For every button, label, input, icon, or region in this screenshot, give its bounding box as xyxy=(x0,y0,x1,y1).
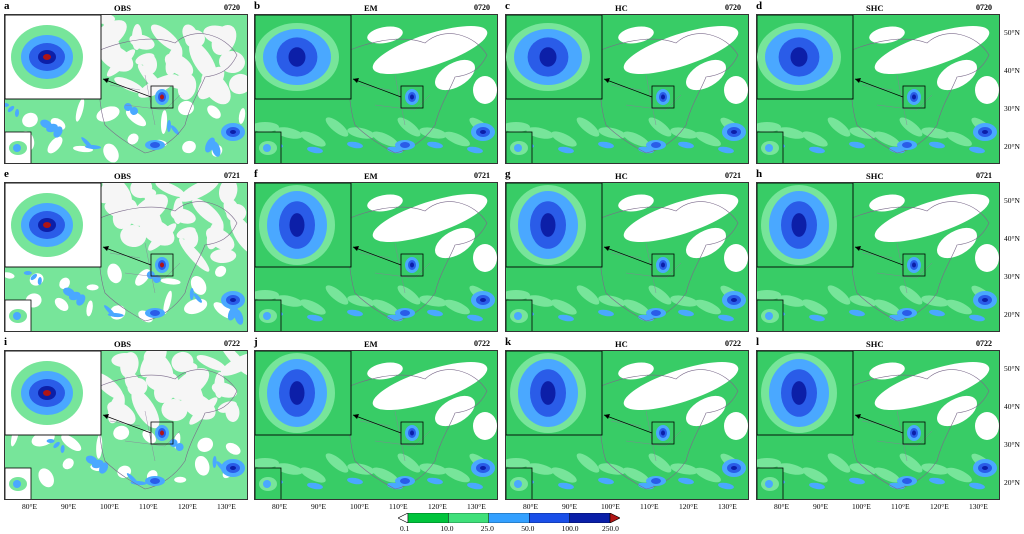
precip-map xyxy=(505,350,749,500)
precip-map xyxy=(756,182,1000,332)
panel-date: 0720 xyxy=(224,3,240,12)
lon-label: 100°E xyxy=(601,502,620,511)
lat-label: 50°N xyxy=(1004,196,1020,205)
panel-title: OBS xyxy=(114,339,132,349)
lon-label: 90°E xyxy=(311,502,327,511)
panel-title: SHC xyxy=(866,171,884,181)
colorbar-label: 100.0 xyxy=(561,524,579,533)
panel-letter: l xyxy=(756,336,760,348)
lon-label: 90°E xyxy=(562,502,578,511)
lon-label: 110°E xyxy=(891,502,910,511)
colorbar-label: 50.0 xyxy=(521,524,535,533)
lon-label: 80°E xyxy=(774,502,790,511)
precip-map xyxy=(4,14,248,164)
panel-letter: e xyxy=(4,168,9,180)
panel-date: 0720 xyxy=(976,3,992,12)
lon-label: 80°E xyxy=(523,502,539,511)
lon-label: 120°E xyxy=(428,502,447,511)
lat-label: 50°N xyxy=(1004,364,1020,373)
lat-label: 20°N xyxy=(1004,478,1020,487)
lat-label: 30°N xyxy=(1004,272,1020,281)
colorbar-min-arrow xyxy=(398,513,409,523)
colorbar xyxy=(398,513,620,523)
panel-date: 0721 xyxy=(976,171,992,180)
lon-label: 120°E xyxy=(930,502,949,511)
colorbar-label: 25.0 xyxy=(480,524,494,533)
precip-map xyxy=(756,14,1000,164)
panel-title: HC xyxy=(615,3,628,13)
lat-label: 40°N xyxy=(1004,402,1020,411)
panel-title: OBS xyxy=(114,3,132,13)
panel-letter: d xyxy=(756,0,763,12)
panel-title: EM xyxy=(364,339,378,349)
panel-letter: h xyxy=(756,168,763,180)
lon-label: 110°E xyxy=(640,502,659,511)
lon-label: 90°E xyxy=(61,502,77,511)
colorbar-max-arrow xyxy=(609,513,620,523)
panel-date: 0722 xyxy=(474,339,490,348)
panel-letter: b xyxy=(254,0,261,12)
panel-letter: c xyxy=(505,0,510,12)
lon-label: 90°E xyxy=(813,502,829,511)
precip-map xyxy=(254,14,498,164)
panel-title: HC xyxy=(615,339,628,349)
panel-letter: k xyxy=(505,336,512,348)
panel-date: 0722 xyxy=(976,339,992,348)
colorbar-segment xyxy=(407,513,449,523)
panel-title: OBS xyxy=(114,171,132,181)
panel-title: EM xyxy=(364,171,378,181)
lon-label: 100°E xyxy=(852,502,871,511)
lon-label: 80°E xyxy=(22,502,38,511)
panel-date: 0721 xyxy=(725,171,741,180)
lon-label: 130°E xyxy=(217,502,236,511)
panel-letter: j xyxy=(254,336,258,348)
colorbar-segment xyxy=(448,513,490,523)
colorbar-label: 0.1 xyxy=(400,524,410,533)
lon-label: 100°E xyxy=(100,502,119,511)
colorbar-label: 10.0 xyxy=(440,524,454,533)
panel-date: 0722 xyxy=(224,339,240,348)
precip-map xyxy=(254,182,498,332)
panel-letter: g xyxy=(505,168,511,180)
lon-label: 110°E xyxy=(139,502,158,511)
panel-letter: a xyxy=(4,0,10,12)
precip-map xyxy=(4,182,248,332)
lat-label: 20°N xyxy=(1004,310,1020,319)
lon-label: 130°E xyxy=(969,502,988,511)
precip-map xyxy=(254,350,498,500)
lat-label: 30°N xyxy=(1004,104,1020,113)
precip-map xyxy=(4,350,248,500)
panel-title: EM xyxy=(364,3,378,13)
panel-letter: f xyxy=(254,168,258,180)
lon-label: 100°E xyxy=(350,502,369,511)
lon-label: 120°E xyxy=(178,502,197,511)
lon-label: 130°E xyxy=(718,502,737,511)
lat-label: 40°N xyxy=(1004,66,1020,75)
lon-label: 110°E xyxy=(389,502,408,511)
lat-label: 30°N xyxy=(1004,440,1020,449)
panel-title: SHC xyxy=(866,3,884,13)
lat-label: 50°N xyxy=(1004,28,1020,37)
colorbar-label: 250.0 xyxy=(602,524,619,533)
colorbar-segment xyxy=(569,513,611,523)
lon-label: 120°E xyxy=(679,502,698,511)
panel-date: 0722 xyxy=(725,339,741,348)
panel-date: 0720 xyxy=(474,3,490,12)
panel-date: 0721 xyxy=(224,171,240,180)
precip-map xyxy=(505,182,749,332)
panel-title: SHC xyxy=(866,339,884,349)
lon-label: 80°E xyxy=(272,502,288,511)
panel-date: 0720 xyxy=(725,3,741,12)
panel-date: 0721 xyxy=(474,171,490,180)
panel-letter: i xyxy=(4,336,8,348)
lat-label: 40°N xyxy=(1004,234,1020,243)
precip-map xyxy=(505,14,749,164)
colorbar-segment xyxy=(488,513,530,523)
precip-map xyxy=(756,350,1000,500)
lat-label: 20°N xyxy=(1004,142,1020,151)
lon-label: 130°E xyxy=(467,502,486,511)
panel-title: HC xyxy=(615,171,628,181)
colorbar-segment xyxy=(528,513,570,523)
